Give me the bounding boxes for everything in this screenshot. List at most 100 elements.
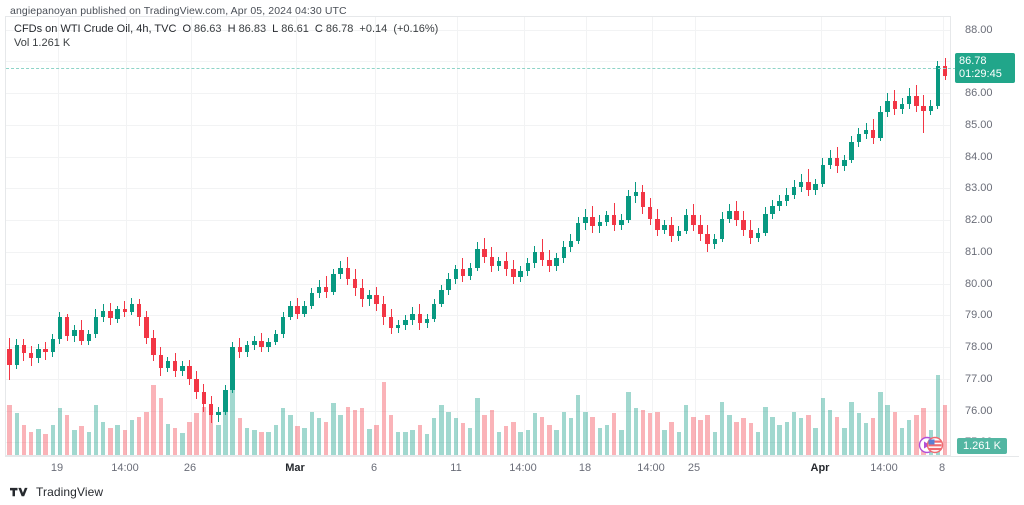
- candlestick: [935, 61, 941, 110]
- candle-body: [935, 66, 941, 106]
- candlestick: [539, 239, 545, 267]
- candlestick: [165, 356, 171, 373]
- volume-bar: [208, 405, 214, 455]
- candlestick: [784, 188, 790, 206]
- volume-bar: [345, 406, 351, 455]
- volume-bar: [640, 410, 646, 455]
- legend-symbol-title: CFDs on WTI Crude Oil, 4h, TVC: [14, 23, 177, 35]
- candlestick: [100, 304, 106, 322]
- time-axis[interactable]: 19 14:00 26 Mar 6 11 14:00 18 14:00 25 Apr 14:00 8: [5, 456, 1019, 480]
- volume-bar: [396, 431, 401, 455]
- us-flag-event-icon[interactable]: [918, 435, 944, 455]
- volume-bar: [885, 405, 890, 455]
- candle-body: [554, 258, 559, 267]
- price-axis-tick: 77.00: [965, 372, 993, 385]
- volume-bar: [799, 418, 804, 455]
- candlestick: [547, 250, 552, 273]
- volume-bar: [698, 420, 703, 455]
- candlestick: [223, 385, 228, 416]
- candlestick: [208, 396, 214, 424]
- volume-bar: [892, 411, 898, 455]
- candlestick: [878, 105, 883, 141]
- volume-bar: [575, 395, 581, 455]
- candle-body: [259, 340, 264, 348]
- candlestick: [446, 272, 451, 295]
- candlestick: [79, 320, 84, 346]
- volume-bar: [64, 415, 70, 455]
- candle-body: [475, 248, 480, 268]
- candle-body: [396, 324, 401, 329]
- candle-body: [273, 334, 279, 343]
- volume-bar: [439, 405, 444, 455]
- candlestick: [676, 226, 682, 241]
- candle-body: [194, 378, 199, 392]
- candle-body: [561, 247, 566, 259]
- volume-bar: [906, 420, 912, 455]
- volume-bar: [655, 411, 660, 455]
- candle-body: [871, 129, 876, 138]
- candle-body: [446, 278, 451, 290]
- candlestick: [237, 337, 243, 359]
- candlestick: [151, 329, 156, 362]
- time-axis-tick: 11: [450, 462, 462, 474]
- candle-body: [647, 207, 653, 219]
- candle-body: [108, 310, 113, 319]
- candle-body: [820, 164, 826, 184]
- volume-bar: [604, 425, 610, 455]
- grid-line-vertical: [375, 17, 376, 455]
- volume-bar: [669, 421, 674, 455]
- volume-bar: [835, 416, 840, 455]
- candlestick: [7, 337, 12, 381]
- candlestick: [914, 85, 919, 113]
- volume-bar: [856, 413, 862, 455]
- candle-body: [417, 313, 423, 324]
- candlestick: [345, 256, 351, 286]
- volume-bar: [273, 425, 279, 455]
- candle-body: [439, 289, 444, 305]
- price-axis-tick: 80.00: [965, 277, 993, 290]
- candle-body: [734, 210, 739, 221]
- volume-bar: [136, 416, 142, 455]
- candle-body: [122, 308, 127, 313]
- volume-bar: [619, 429, 624, 455]
- candle-body: [223, 389, 228, 413]
- volume-bar: [554, 430, 559, 455]
- legend-change-percent: (+0.16%): [393, 23, 439, 35]
- candle-wick: [923, 94, 925, 133]
- price-axis-tick: 88.00: [965, 23, 993, 36]
- tradingview-logo: TradingView: [10, 485, 103, 499]
- volume-bar: [424, 433, 430, 455]
- time-axis-tick: 14:00: [870, 462, 898, 474]
- candlestick: [129, 297, 135, 316]
- volume-bar: [100, 421, 106, 455]
- volume-bar: [122, 430, 127, 455]
- candlestick: [568, 234, 574, 252]
- volume-bar: [360, 408, 365, 455]
- candlestick: [403, 315, 408, 330]
- candle-body: [266, 342, 271, 348]
- price-axis[interactable]: 86.78 01:29:45 1.261 K 88.0087.0086.0085…: [950, 16, 1024, 456]
- volume-bar: [295, 425, 300, 455]
- candlestick: [611, 202, 617, 232]
- volume-value-badge: 1.261 K: [957, 438, 1007, 454]
- candlestick: [453, 264, 459, 284]
- volume-bar: [583, 411, 588, 455]
- candle-body: [367, 294, 372, 300]
- candlestick: [496, 256, 502, 271]
- volume-bar: [129, 420, 135, 455]
- candlestick: [374, 286, 379, 311]
- candle-body: [115, 308, 120, 319]
- candle-body: [345, 267, 351, 279]
- candle-body: [791, 186, 797, 195]
- candle-body: [144, 316, 149, 338]
- candlestick: [216, 407, 221, 422]
- chart-plot-area[interactable]: [6, 17, 956, 455]
- legend-high-value: 86.83: [238, 23, 267, 35]
- candlestick: [662, 220, 667, 235]
- price-axis-tick: 83.00: [965, 182, 993, 195]
- candlestick: [331, 269, 336, 295]
- volume-bar: [417, 425, 423, 455]
- grid-line-vertical: [126, 17, 127, 455]
- candlestick: [604, 210, 610, 227]
- volume-bar: [518, 432, 523, 455]
